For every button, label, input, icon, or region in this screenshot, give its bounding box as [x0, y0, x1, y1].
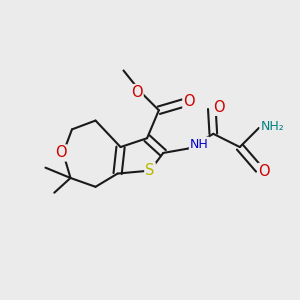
Text: O: O: [55, 146, 67, 160]
Text: O: O: [213, 100, 225, 115]
Text: O: O: [183, 94, 195, 109]
Text: O: O: [131, 85, 142, 100]
Text: O: O: [258, 164, 270, 179]
Text: NH: NH: [190, 138, 208, 151]
Text: NH₂: NH₂: [260, 120, 284, 133]
Text: S: S: [145, 163, 155, 178]
